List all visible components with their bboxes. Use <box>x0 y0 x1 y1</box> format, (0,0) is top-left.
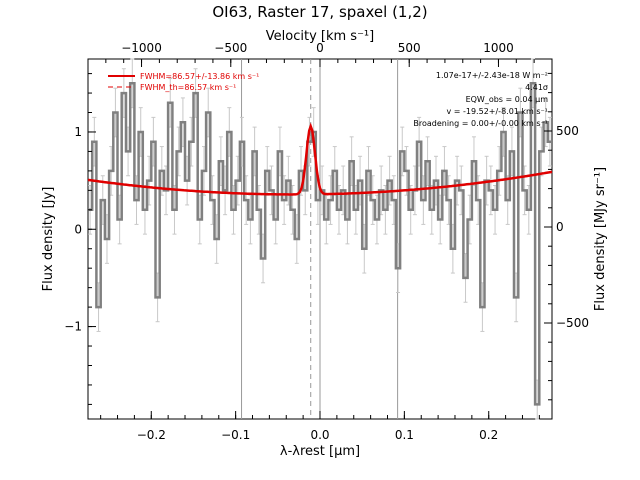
fit-curve <box>87 122 553 196</box>
x-tick-label-4: 0.2 <box>479 428 498 442</box>
reference-lines <box>241 59 399 419</box>
top-tick-label-2: 0 <box>316 41 324 55</box>
annotation-broadening: Broadening = 0.00+/-0.00 km s⁻¹ <box>413 119 548 128</box>
top-tick-label-3: 500 <box>398 41 421 55</box>
right-tick-label-0: −500 <box>556 316 589 330</box>
x-tick-label-1: −0.1 <box>221 428 250 442</box>
chart-title: OI63, Raster 17, spaxel (1,2) <box>212 3 427 21</box>
x-tick-label-0: −0.2 <box>137 428 166 442</box>
y-axis-label: Flux density [Jy] <box>41 187 56 292</box>
top-tick-label-4: 1000 <box>483 41 514 55</box>
annotation-flux: 1.07e-17+/-2.43e-18 W m⁻² <box>436 71 548 80</box>
x-axis-label: λ-λrest [μm] <box>280 444 360 459</box>
annotation-velocity: v = -19.52+/-8.01 km s⁻¹ <box>446 107 548 116</box>
legend-label-fwhm: FWHM=86.57+/-13.86 km s⁻¹ <box>140 72 259 81</box>
y-tick-label-0: −1 <box>64 320 82 334</box>
spectrum-series <box>88 82 552 406</box>
legend: FWHM=86.57+/-13.86 km s⁻¹ FWHM_th=86.57 … <box>108 72 259 92</box>
x-axis-ticks: −0.2 −0.1 0.0 0.1 0.2 <box>100 411 540 442</box>
right-axis-label: Flux density [MJy sr⁻¹] <box>593 167 608 311</box>
legend-label-fwhm-th: FWHM_th=86.57 km s⁻¹ <box>140 83 236 92</box>
right-tick-label-1: 0 <box>556 220 564 234</box>
right-tick-label-2: 500 <box>556 124 579 138</box>
fit-annotations: 1.07e-17+/-2.43e-18 W m⁻² 4.41σ EQW_obs … <box>413 71 548 128</box>
y-axis-ticks: −1 0 1 <box>64 73 96 405</box>
x-tick-label-3: 0.1 <box>395 428 414 442</box>
top-axis-label: Velocity [km s⁻¹] <box>266 29 374 44</box>
top-tick-label-0: −1000 <box>121 41 162 55</box>
annotation-sigma: 4.41σ <box>525 83 548 92</box>
top-axis-ticks: −1000 −500 0 500 1000 <box>105 41 535 67</box>
annotation-eqw: EQW_obs = 0.04 μm <box>466 95 549 104</box>
y-tick-label-1: 0 <box>74 222 82 236</box>
y-tick-label-2: 1 <box>74 125 82 139</box>
right-axis-ticks: −500 0 500 <box>544 72 589 401</box>
x-tick-label-2: 0.0 <box>310 428 329 442</box>
top-tick-label-1: −500 <box>214 41 247 55</box>
plot-area <box>87 58 553 420</box>
